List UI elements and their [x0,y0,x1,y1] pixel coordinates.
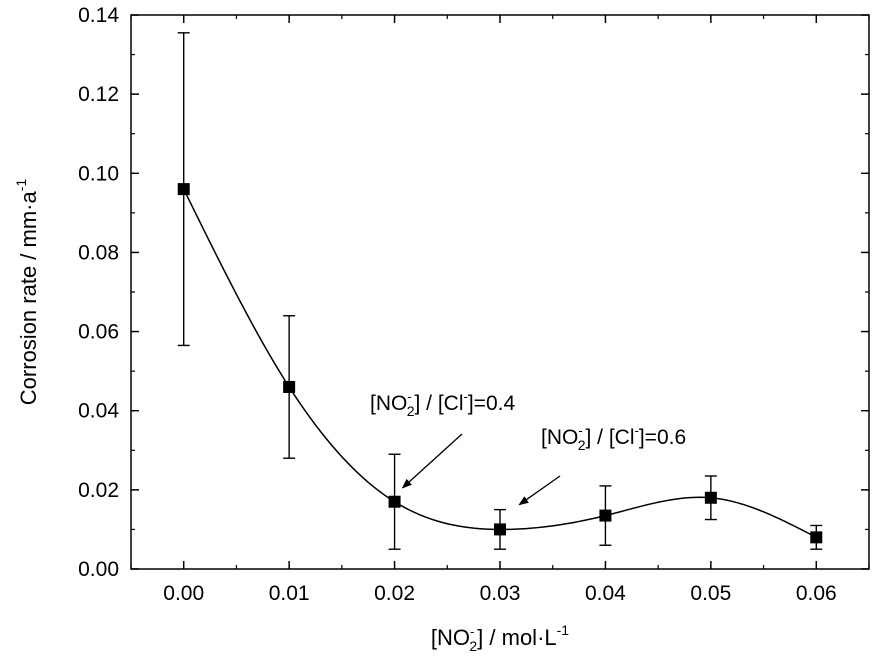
axis-labels: [NO-2] / mol·L-1 Corrosion rate / mm·a-1 [13,179,569,654]
x-tick-label: 0.00 [163,582,204,605]
y-tick-label: 0.04 [78,400,119,423]
fit-curve [183,188,817,539]
x-tick-label: 0.05 [690,582,731,605]
data-point [177,183,190,196]
y-tick-label: 0.08 [78,241,119,264]
y-tick-label: 0.10 [78,162,119,185]
data-point [494,523,506,536]
x-tick-label: 0.01 [269,582,310,605]
x-tick-label: 0.02 [374,582,415,605]
data-point [599,509,612,522]
annotation-ratio-0-4: [NO-2] / [Cl-]=0.4 [370,389,515,419]
data-point [810,531,823,544]
annotation-ratio-0-6: [NO-2] / [Cl-]=0.6 [541,423,686,453]
data-point [283,380,296,393]
x-tick-label: 0.04 [585,582,626,605]
y-tick-label: 0.02 [78,479,119,502]
x-tick-label: 0.06 [796,582,837,605]
error-bars [177,32,823,550]
x-tick-label: 0.03 [480,582,521,605]
annotations: [NO-2] / [Cl-]=0.4 [NO-2] / [Cl-]=0.6 [370,389,686,506]
y-tick-label: 0.00 [78,558,119,581]
data-points [177,183,823,544]
annotation-arrow-0-6 [518,475,561,506]
annotation-arrow-0-4 [401,433,463,489]
data-point [704,491,717,504]
x-axis-label: [NO-2] / mol·L-1 [431,622,569,654]
y-tick-label: 0.12 [78,83,119,106]
y-tick-label: 0.14 [78,4,119,27]
y-tick-label: 0.06 [78,321,119,344]
data-point [388,495,401,508]
plot-frame [130,14,870,570]
axes: 0.00 0.02 0.04 0.06 0.08 0.10 0.12 0.14 0.00 0.01… [78,4,870,605]
y-axis-label: Corrosion rate / mm·a-1 [13,179,41,406]
fit-curve-layer [183,188,817,539]
